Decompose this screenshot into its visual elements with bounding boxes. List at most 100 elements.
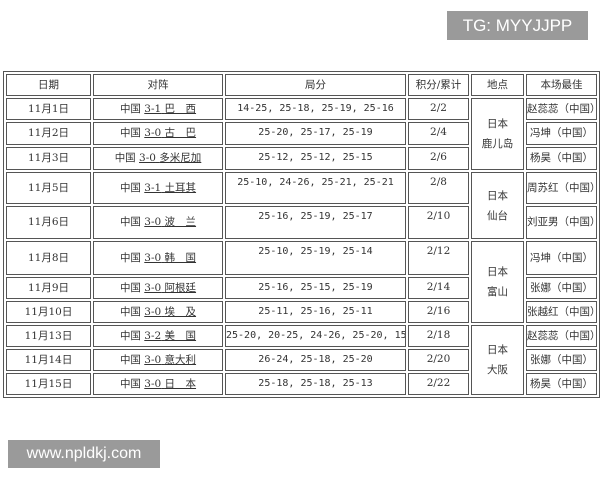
date-cell: 11月6日 <box>6 206 91 239</box>
date-cell: 11月8日 <box>6 241 91 275</box>
points-cell: 2/22 <box>408 373 469 395</box>
match-result: 3-0 多米尼加 <box>139 152 202 164</box>
set-scores-cell: 25-20, 20-25, 24-26, 25-20, 15-11 <box>225 325 406 347</box>
table-row: 11月2日 中国 3-0 古 巴 25-20, 25-17, 25-19 2/4… <box>6 122 597 145</box>
points-cell: 2/20 <box>408 349 469 371</box>
team: 中国 <box>119 353 141 366</box>
date-cell: 11月2日 <box>6 122 91 145</box>
set-scores-cell: 14-25, 25-18, 25-19, 25-16 <box>225 98 406 120</box>
header-location: 地点 <box>471 74 524 96</box>
table-row: 11月13日 中国 3-2 美 国 25-20, 20-25, 24-26, 2… <box>6 325 597 395</box>
match-schedule-table: 日期 对阵 局分 积分/累计 地点 本场最佳 11月1日 中国 3-1 巴 西 … <box>3 71 600 398</box>
best-player-cell: 杨昊（中国） <box>526 373 597 395</box>
opponent: 日 本 <box>164 377 197 390</box>
team: 中国 <box>119 216 141 228</box>
best-player-cell: 杨昊（中国） <box>526 147 597 170</box>
opponent: 韩 国 <box>164 251 197 264</box>
match-result: 3-0 阿根廷 <box>144 281 197 294</box>
points-cell: 2/4 <box>408 122 469 145</box>
match-result: 3-1 巴 西 <box>144 102 197 115</box>
match-result: 3-0 意大利 <box>144 353 197 366</box>
date-cell: 11月1日 <box>6 98 91 120</box>
table-row: 11月6日 中国 3-0 波 兰 25-16, 25-19, 25-17 2/1… <box>6 206 597 239</box>
set-scores-cell: 25-12, 25-12, 25-15 <box>225 147 406 170</box>
table-row: 11月14日 中国 3-0 意大利 26-24, 25-18, 25-20 2/… <box>6 349 597 371</box>
set-scores-cell: 25-16, 25-19, 25-17 <box>225 206 406 239</box>
location-cell: 日本 鹿儿岛 <box>471 98 524 170</box>
opponent: 美 国 <box>164 329 197 342</box>
date-cell: 11月9日 <box>6 277 91 299</box>
date-cell: 11月5日 <box>6 172 91 204</box>
best-player-cell: 周苏红（中国） <box>526 172 597 204</box>
match-cell: 中国 3-0 意大利 <box>93 349 223 371</box>
opponent: 阿根廷 <box>164 281 197 294</box>
points-cell: 2/2 <box>408 98 469 120</box>
opponent: 多米尼加 <box>159 152 202 164</box>
opponent: 波 兰 <box>164 216 197 228</box>
match-cell: 中国 3-1 巴 西 <box>93 98 223 120</box>
match-result: 3-0 埃 及 <box>144 305 197 318</box>
location-cell: 日本 富山 <box>471 241 524 323</box>
best-player-cell: 张娜（中国） <box>526 277 597 299</box>
set-scores-cell: 25-16, 25-15, 25-19 <box>225 277 406 299</box>
best-player-cell: 冯坤（中国） <box>526 122 597 145</box>
set-scores-cell: 25-10, 24-26, 25-21, 25-21 <box>225 172 406 204</box>
points-cell: 2/16 <box>408 301 469 323</box>
match-result: 3-0 韩 国 <box>144 251 197 264</box>
match-result: 3-2 美 国 <box>144 329 197 342</box>
opponent: 埃 及 <box>164 305 197 318</box>
watermark-top: TG: MYYJJPP <box>447 11 588 40</box>
points-cell: 2/14 <box>408 277 469 299</box>
match-cell: 中国 3-0 日 本 <box>93 373 223 395</box>
set-scores-cell: 25-20, 25-17, 25-19 <box>225 122 406 145</box>
best-player-cell: 赵蕊蕊（中国） <box>526 98 597 120</box>
date-cell: 11月10日 <box>6 301 91 323</box>
team: 中国 <box>119 102 141 115</box>
team: 中国 <box>114 152 136 164</box>
team: 中国 <box>119 305 141 318</box>
match-cell: 中国 3-0 波 兰 <box>93 206 223 239</box>
match-cell: 中国 3-0 多米尼加 <box>93 147 223 170</box>
table-row: 11月8日 中国 3-0 韩 国 25-10, 25-19, 25-14 2/1… <box>6 241 597 323</box>
team: 中国 <box>119 181 141 194</box>
match-result: 3-0 古 巴 <box>144 127 197 139</box>
date-cell: 11月14日 <box>6 349 91 371</box>
best-player-cell: 冯坤（中国） <box>526 241 597 275</box>
table-row: 11月9日 中国 3-0 阿根廷 25-16, 25-15, 25-19 2/1… <box>6 277 597 299</box>
team: 中国 <box>119 251 141 264</box>
team: 中国 <box>119 377 141 390</box>
location-cell: 日本 大阪 <box>471 325 524 395</box>
set-scores-cell: 25-11, 25-16, 25-11 <box>225 301 406 323</box>
table-row: 11月10日 中国 3-0 埃 及 25-11, 25-16, 25-11 2/… <box>6 301 597 323</box>
match-cell: 中国 3-0 埃 及 <box>93 301 223 323</box>
header-scores: 局分 <box>225 74 406 96</box>
table-row: 11月15日 中国 3-0 日 本 25-18, 25-18, 25-13 2/… <box>6 373 597 395</box>
match-result: 3-1 土耳其 <box>144 181 197 194</box>
match-cell: 中国 3-2 美 国 <box>93 325 223 347</box>
match-cell: 中国 3-0 古 巴 <box>93 122 223 145</box>
date-cell: 11月15日 <box>6 373 91 395</box>
date-cell: 11月13日 <box>6 325 91 347</box>
match-cell: 中国 3-1 土耳其 <box>93 172 223 204</box>
set-scores-cell: 25-10, 25-19, 25-14 <box>225 241 406 275</box>
best-player-cell: 张娜（中国） <box>526 349 597 371</box>
header-row: 日期 对阵 局分 积分/累计 地点 本场最佳 <box>6 74 597 96</box>
match-result: 3-0 波 兰 <box>144 216 197 228</box>
best-player-cell: 赵蕊蕊（中国） <box>526 325 597 347</box>
table-row: 11月5日 中国 3-1 土耳其 25-10, 24-26, 25-21, 25… <box>6 172 597 239</box>
watermark-bottom: www.npldkj.com <box>8 440 160 468</box>
points-cell: 2/18 <box>408 325 469 347</box>
header-match: 对阵 <box>93 74 223 96</box>
points-cell: 2/8 <box>408 172 469 204</box>
points-cell: 2/12 <box>408 241 469 275</box>
match-cell: 中国 3-0 阿根廷 <box>93 277 223 299</box>
match-cell: 中国 3-0 韩 国 <box>93 241 223 275</box>
team: 中国 <box>119 281 141 294</box>
opponent: 土耳其 <box>164 181 197 194</box>
team: 中国 <box>119 329 141 342</box>
opponent: 巴 西 <box>164 102 197 115</box>
points-cell: 2/10 <box>408 206 469 239</box>
header-points: 积分/累计 <box>408 74 469 96</box>
date-cell: 11月3日 <box>6 147 91 170</box>
table-row: 11月3日 中国 3-0 多米尼加 25-12, 25-12, 25-15 2/… <box>6 147 597 170</box>
